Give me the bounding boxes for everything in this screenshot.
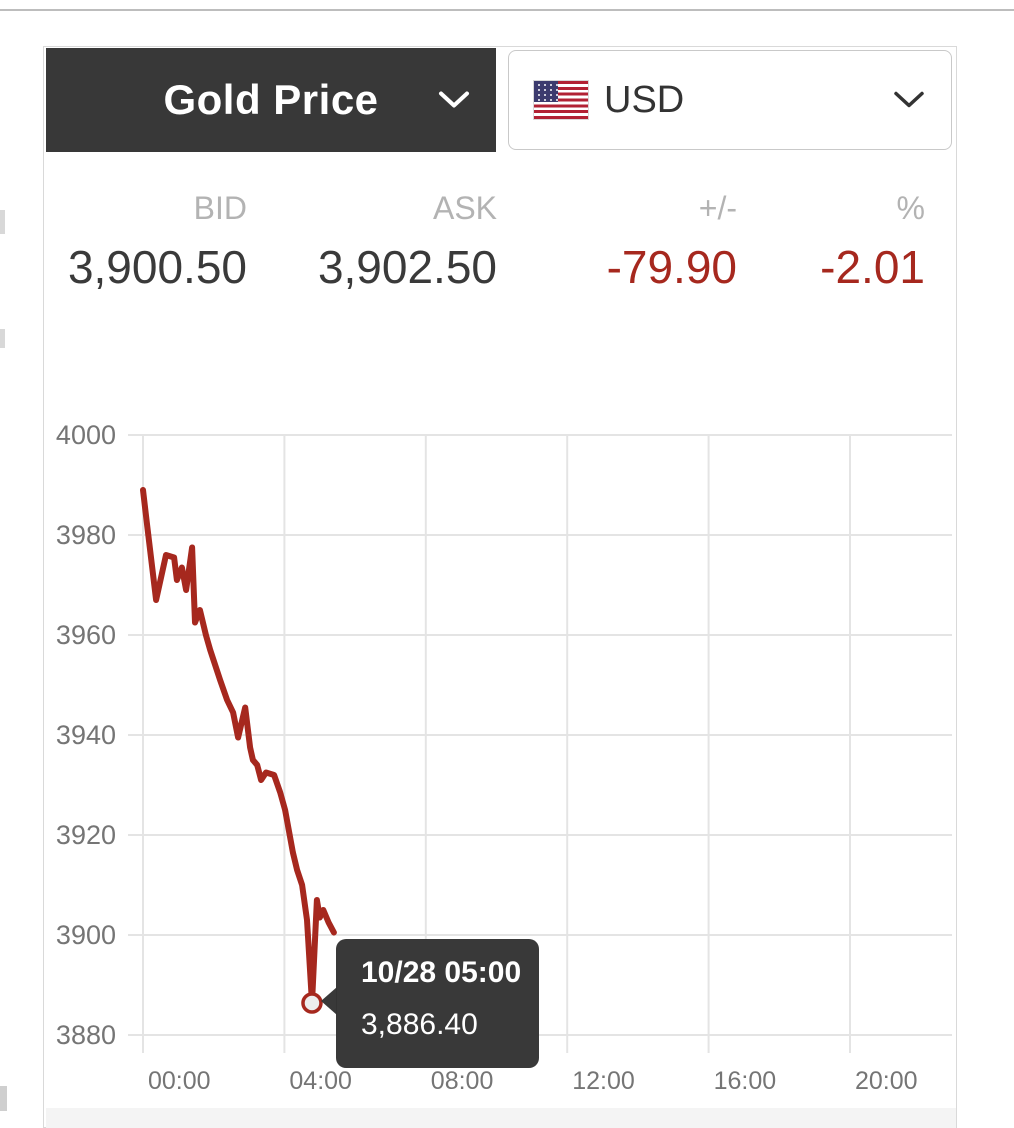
- quote-col-ask: ASK 3,902.50: [247, 186, 497, 294]
- y-axis-label: 3880: [56, 1020, 116, 1050]
- y-axis-label: 3940: [56, 720, 116, 750]
- change-value: -79.90: [606, 241, 737, 293]
- currency-selector[interactable]: USD: [508, 50, 952, 150]
- change-label: +/-: [698, 190, 737, 226]
- ask-label: ASK: [432, 190, 497, 226]
- tooltip-arrow: [321, 987, 337, 1015]
- percent-value: -2.01: [820, 241, 925, 293]
- hover-point-marker: [301, 992, 323, 1014]
- metal-selector-label: Gold Price: [163, 76, 379, 123]
- y-axis-label: 3920: [56, 820, 116, 850]
- chevron-down-icon: [438, 91, 470, 110]
- tooltip-datetime: 10/28 05:00: [361, 956, 522, 989]
- x-axis-label: 20:00: [855, 1067, 918, 1095]
- x-axis-label: 00:00: [148, 1067, 211, 1095]
- bid-label: BID: [193, 190, 247, 226]
- page-edge-artifact: [0, 329, 5, 348]
- chevron-down-icon: [893, 91, 925, 110]
- quote-col-percent: % -2.01: [737, 186, 925, 294]
- y-axis-label: 3980: [56, 520, 116, 550]
- x-axis-label: 04:00: [289, 1067, 352, 1095]
- quote-col-change: +/- -79.90: [497, 186, 737, 294]
- us-flag-icon: [533, 80, 589, 120]
- metal-selector-button[interactable]: Gold Price: [46, 48, 496, 152]
- currency-selector-value: USD: [604, 78, 685, 121]
- price-line: [140, 487, 337, 1006]
- ask-value: 3,902.50: [317, 241, 497, 293]
- bid-value: 3,900.50: [67, 241, 247, 293]
- x-axis-label: 16:00: [714, 1067, 777, 1095]
- tooltip-price: 3,886.40: [361, 1008, 478, 1041]
- quote-col-bid: BID 3,900.50: [45, 186, 247, 294]
- chart-tooltip: 10/28 05:00 3,886.40: [321, 939, 539, 1068]
- x-axis-label: 08:00: [431, 1067, 494, 1095]
- y-axis-label: 3960: [56, 620, 116, 650]
- quote-row: BID 3,900.50 ASK 3,902.50 +/- -79.90 % -…: [45, 186, 957, 294]
- percent-label: %: [896, 190, 925, 226]
- page-edge-artifact: [0, 1086, 7, 1111]
- y-axis-label: 3900: [56, 920, 116, 950]
- page-edge-artifact: [0, 210, 5, 234]
- x-axis-label: 12:00: [572, 1067, 635, 1095]
- page-top-divider: [0, 9, 1014, 11]
- bottom-section-divider: [46, 1108, 956, 1128]
- y-axis-label: 4000: [56, 420, 116, 450]
